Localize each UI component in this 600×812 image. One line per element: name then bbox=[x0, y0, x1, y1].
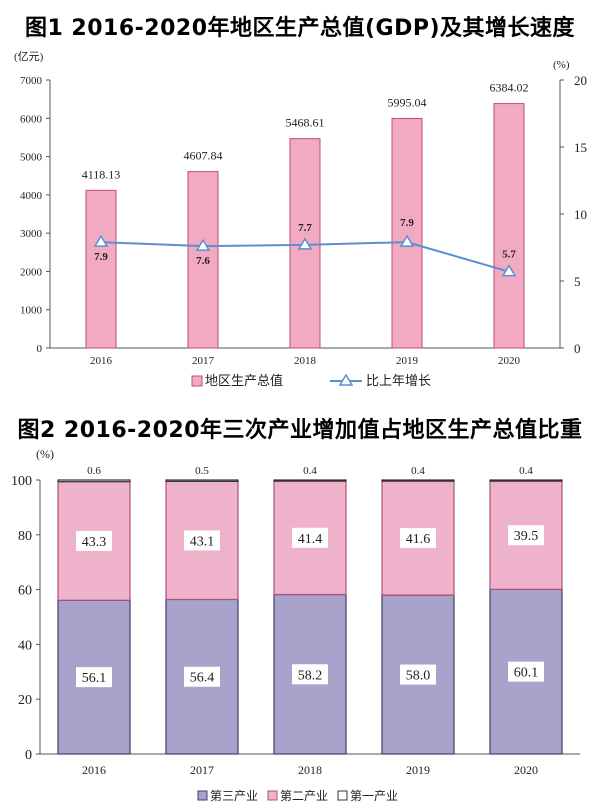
gdp-bar bbox=[391, 117, 423, 349]
growth-value-label: 5.7 bbox=[502, 249, 516, 261]
y-tick-label: 40 bbox=[18, 638, 32, 653]
segment-value-label: 39.5 bbox=[514, 529, 539, 544]
legend-swatch bbox=[197, 790, 208, 801]
segment-value-label: 56.4 bbox=[190, 671, 215, 686]
industry-share-chart-svg: 0 20 40 60 80 100 (%) 56.1 43.3 0.6 2016 56.4 43.1 0.… bbox=[11, 447, 580, 803]
right-tick-label: 20 bbox=[574, 73, 587, 88]
x-tick-label: 2019 bbox=[396, 355, 419, 367]
growth-point bbox=[93, 234, 109, 247]
value-label-box bbox=[292, 527, 328, 548]
segment-value-label: 58.2 bbox=[298, 668, 323, 683]
gdp-value-label: 5995.04 bbox=[388, 95, 427, 109]
y-tick-label: 20 bbox=[18, 693, 32, 708]
x-tick-label: 2017 bbox=[192, 355, 215, 367]
x-tick-label: 2017 bbox=[190, 763, 214, 777]
right-axis-unit: (%) bbox=[553, 59, 570, 71]
legend-label: 第三产业 bbox=[210, 789, 258, 803]
right-tick-label: 0 bbox=[574, 341, 581, 356]
value-label-box bbox=[292, 664, 328, 685]
growth-value-label: 7.7 bbox=[298, 222, 312, 234]
legend-marker-growth bbox=[338, 373, 354, 386]
gdp-bar bbox=[187, 171, 219, 349]
gdp-chart: 图1 2016-2020年地区生产总值(GDP)及其增长速度 0 1000 2000… bbox=[14, 16, 587, 388]
segment-value-label: 41.4 bbox=[298, 532, 323, 547]
gdp-value-label: 4607.84 bbox=[184, 149, 223, 163]
x-tick-label: 2020 bbox=[498, 355, 521, 367]
gdp-value-label: 4118.13 bbox=[82, 167, 121, 181]
right-tick-label: 15 bbox=[574, 140, 587, 155]
legend-label-gdp: 地区生产总值 bbox=[205, 373, 283, 388]
left-tick-label: 2000 bbox=[20, 266, 43, 278]
segment-value-label: 56.1 bbox=[82, 671, 107, 686]
legend-label: 第二产业 bbox=[280, 789, 328, 803]
left-tick-label: 6000 bbox=[20, 113, 43, 125]
gdp-bar bbox=[85, 189, 117, 349]
left-tick-label: 0 bbox=[37, 343, 43, 355]
value-label-box bbox=[400, 528, 436, 549]
x-tick-label: 2018 bbox=[294, 355, 317, 367]
stack-segment bbox=[165, 479, 239, 482]
segment-value-label: 43.3 bbox=[82, 535, 107, 550]
growth-value-label: 7.9 bbox=[94, 251, 108, 263]
left-tick-label: 3000 bbox=[20, 228, 43, 240]
legend-swatch-gdp bbox=[191, 375, 203, 387]
segment-value-label: 41.6 bbox=[406, 532, 431, 547]
legend-label-growth: 比上年增长 bbox=[366, 373, 431, 388]
gdp-bar bbox=[493, 103, 525, 349]
gdp-value-label: 5468.61 bbox=[286, 116, 325, 130]
segment-value-label: 0.4 bbox=[519, 465, 533, 477]
segment-value-label: 43.1 bbox=[190, 534, 215, 549]
left-tick-label: 7000 bbox=[20, 75, 43, 87]
x-tick-label: 2016 bbox=[90, 355, 113, 367]
y-tick-label: 60 bbox=[18, 584, 32, 599]
growth-point bbox=[399, 234, 415, 247]
chart-1-title: 图1 2016-2020年地区生产总值(GDP)及其增长速度 bbox=[24, 16, 576, 41]
growth-point bbox=[195, 238, 211, 251]
legend-label: 第一产业 bbox=[350, 789, 398, 803]
segment-value-label: 0.6 bbox=[87, 465, 101, 477]
value-label-box bbox=[76, 530, 112, 551]
x-tick-label: 2020 bbox=[514, 763, 538, 777]
y-tick-label: 80 bbox=[18, 529, 32, 544]
gdp-chart-svg: 0 1000 2000 3000 4000 5000 6000 7000 0 5 10 15 20 (亿元… bbox=[14, 50, 587, 388]
value-label-box bbox=[508, 661, 544, 682]
growth-point bbox=[297, 237, 313, 250]
left-axis-unit: (亿元) bbox=[14, 50, 44, 63]
segment-value-label: 0.4 bbox=[303, 465, 317, 477]
segment-value-label: 0.4 bbox=[411, 465, 425, 477]
gdp-value-label: 6384.02 bbox=[490, 81, 529, 95]
value-label-box bbox=[508, 525, 544, 546]
y-axis-unit: (%) bbox=[36, 447, 54, 461]
left-tick-label: 4000 bbox=[20, 190, 43, 202]
growth-point bbox=[501, 264, 517, 277]
value-label-box bbox=[184, 530, 220, 551]
chart-2-title: 图2 2016-2020年三次产业增加值占地区生产总值比重 bbox=[17, 418, 583, 443]
value-label-box bbox=[184, 666, 220, 687]
legend-swatch bbox=[267, 790, 278, 801]
stack-segment bbox=[381, 479, 455, 482]
growth-value-label: 7.9 bbox=[400, 217, 414, 229]
segment-value-label: 0.5 bbox=[195, 465, 209, 477]
x-tick-label: 2019 bbox=[406, 763, 430, 777]
segment-value-label: 60.1 bbox=[514, 666, 539, 681]
right-tick-label: 10 bbox=[574, 207, 587, 222]
x-tick-label: 2018 bbox=[298, 763, 322, 777]
stack-segment bbox=[489, 479, 563, 482]
right-tick-label: 5 bbox=[574, 274, 581, 289]
growth-value-label: 7.6 bbox=[196, 255, 210, 267]
x-tick-label: 2016 bbox=[82, 763, 106, 777]
left-tick-label: 5000 bbox=[20, 152, 43, 164]
industry-share-chart: 图2 2016-2020年三次产业增加值占地区生产总值比重 0 20 40 60 80 1… bbox=[0, 410, 600, 812]
stack-segment bbox=[57, 479, 131, 483]
segment-value-label: 58.0 bbox=[406, 669, 431, 684]
value-label-box bbox=[76, 667, 112, 688]
y-tick-label: 0 bbox=[25, 748, 32, 763]
legend-swatch bbox=[337, 790, 348, 801]
y-tick-label: 100 bbox=[11, 474, 32, 489]
left-tick-label: 1000 bbox=[20, 305, 43, 317]
value-label-box bbox=[400, 664, 436, 685]
stack-segment bbox=[273, 479, 347, 482]
